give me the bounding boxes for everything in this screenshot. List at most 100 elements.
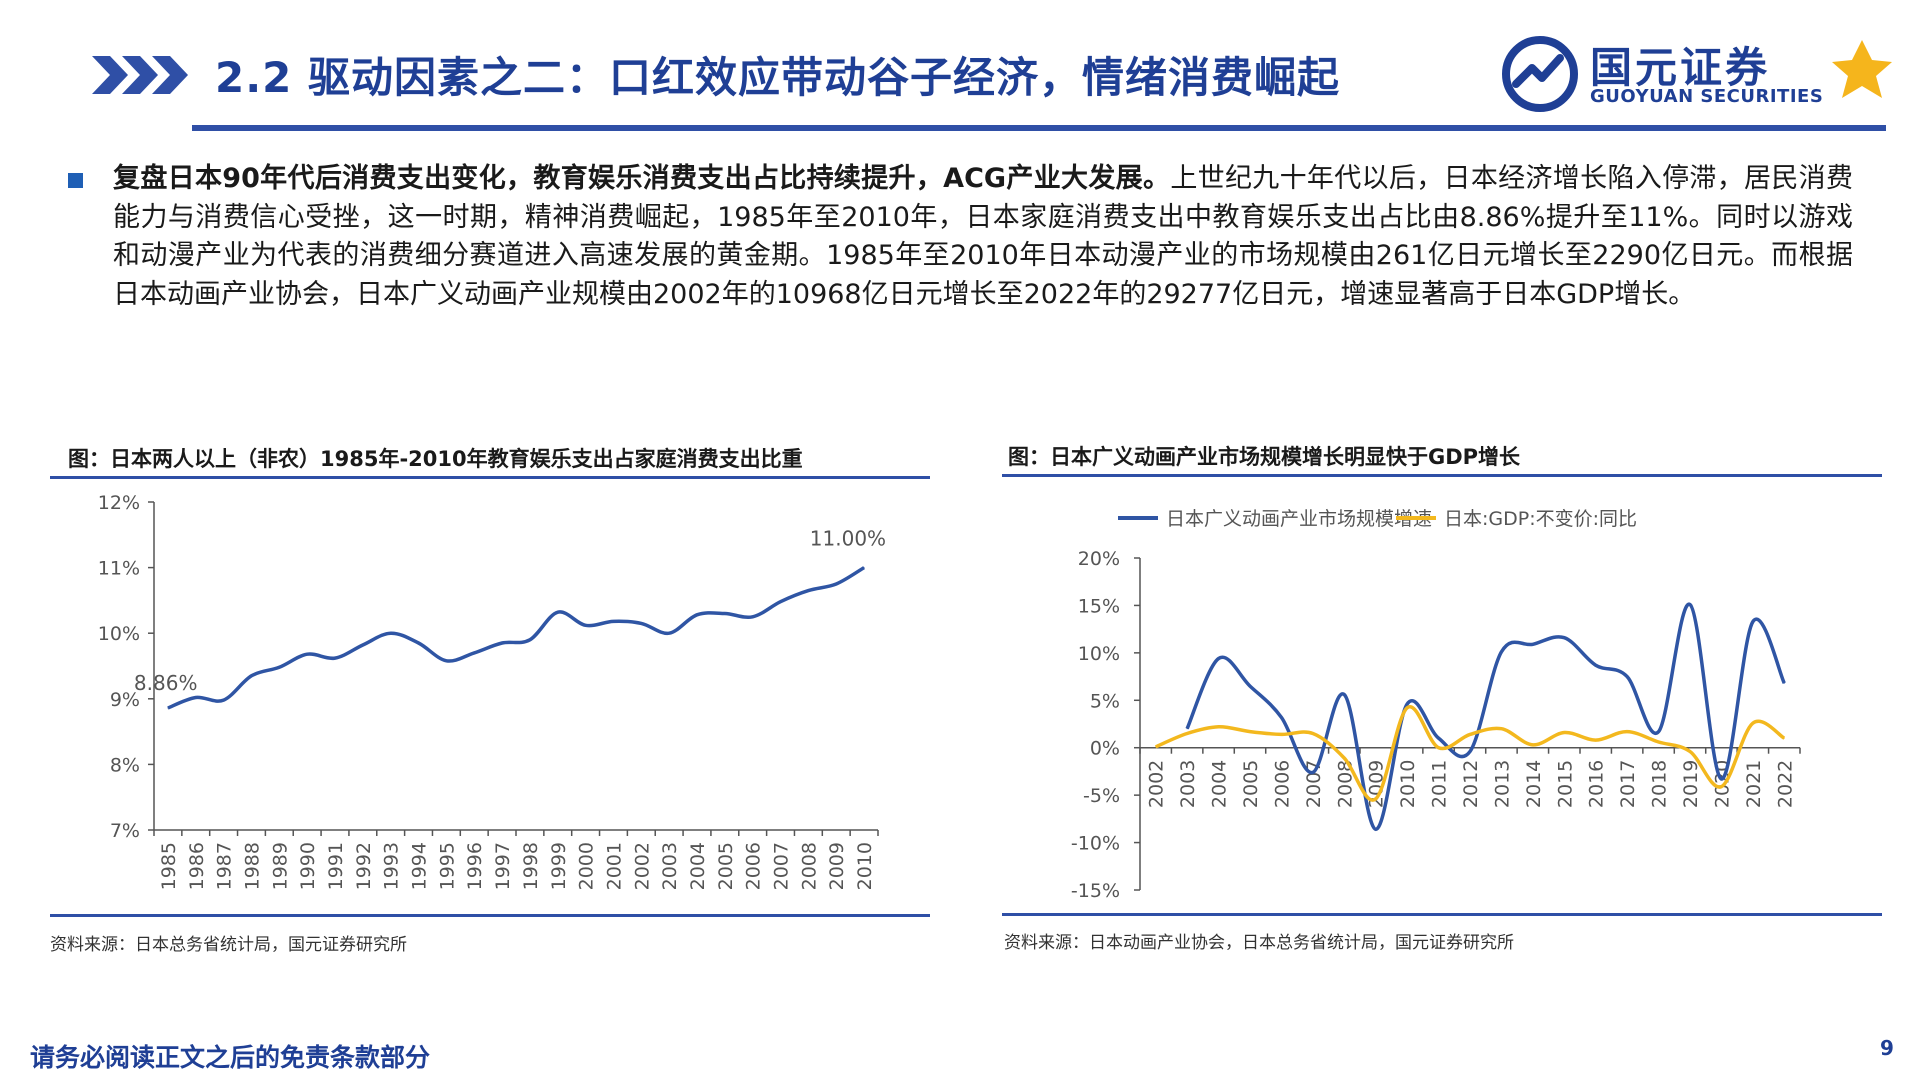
data-point-1996: [473, 652, 475, 654]
page-number: 9: [1880, 1036, 1894, 1060]
header-rule: [192, 125, 1886, 131]
data-point-0-2015: [1563, 637, 1565, 639]
data-point-1-2006: [1280, 733, 1282, 735]
y-tick-label: -15%: [1071, 880, 1120, 902]
data-point-1-2019: [1689, 751, 1691, 753]
x-tick-label: 2008: [798, 842, 820, 890]
data-point-2008: [807, 590, 809, 592]
x-tick-label: 2005: [715, 842, 737, 890]
x-tick-label: 2013: [1491, 760, 1513, 808]
data-point-0-2014: [1532, 643, 1534, 645]
data-point-1985: [167, 707, 169, 709]
data-point-1-2020: [1720, 786, 1722, 788]
x-tick-label: 1989: [269, 842, 291, 890]
right-chart-bottom-rule: [1002, 913, 1882, 916]
data-point-2000: [585, 624, 587, 626]
x-tick-label: 1997: [492, 842, 514, 890]
data-point-0-2010: [1406, 703, 1408, 705]
right-chart-title: 图：日本广义动画产业市场规模增长明显快于GDP增长: [1008, 445, 1521, 469]
summary-paragraph: 复盘日本90年代后消费支出变化，教育娱乐消费支出占比持续提升，ACG产业大发展。…: [113, 160, 1853, 314]
y-tick-label: 0%: [1090, 738, 1120, 760]
x-tick-label: 2012: [1460, 760, 1482, 808]
x-tick-label: 2007: [771, 842, 793, 890]
data-point-1-2012: [1469, 733, 1471, 735]
x-tick-label: 2008: [1334, 760, 1356, 808]
company-logo: 国元证券 GUOYUAN SECURITIES: [1502, 34, 1894, 114]
logo-star-icon: [1832, 40, 1892, 98]
legend-label-0: 日本广义动画产业市场规模增速: [1166, 508, 1432, 530]
bullet-square-icon: [68, 173, 83, 188]
y-tick-label: 10%: [1078, 643, 1120, 665]
x-tick-label: 2002: [1146, 760, 1168, 808]
x-tick-label: 1992: [353, 842, 375, 890]
x-tick-label: 1985: [158, 842, 180, 890]
x-tick-label: 1998: [520, 842, 542, 890]
series-line-0: [1185, 602, 1786, 832]
data-point-2010: [863, 567, 865, 569]
left-chart-title-rule: [50, 476, 930, 479]
data-label-start: 8.86%: [134, 671, 198, 695]
x-tick-label: 1990: [297, 842, 319, 890]
x-tick-label: 2011: [1429, 760, 1451, 808]
x-tick-label: 2005: [1240, 760, 1262, 808]
x-tick-label: 2022: [1774, 760, 1796, 808]
data-point-1-2013: [1500, 728, 1502, 730]
x-tick-label: 1991: [325, 842, 347, 890]
data-point-1-2005: [1249, 731, 1251, 733]
x-tick-label: 2018: [1649, 760, 1671, 808]
x-tick-label: 1987: [214, 842, 236, 890]
x-tick-label: 2010: [854, 842, 876, 890]
data-point-0-2019: [1689, 603, 1691, 605]
data-point-1987: [223, 699, 225, 701]
data-point-1998: [529, 639, 531, 641]
y-tick-label: -10%: [1071, 833, 1120, 855]
x-tick-label: 2009: [1366, 760, 1388, 808]
x-tick-label: 1988: [241, 842, 263, 890]
data-point-0-2017: [1626, 676, 1628, 678]
data-point-0-2009: [1375, 828, 1377, 830]
x-tick-label: 2016: [1586, 760, 1608, 808]
data-point-0-2005: [1249, 685, 1251, 687]
x-tick-label: 1994: [409, 842, 431, 890]
data-point-2004: [696, 614, 698, 616]
data-point-0-2013: [1500, 651, 1502, 653]
y-tick-label: 10%: [98, 623, 140, 645]
data-point-1-2015: [1563, 732, 1565, 734]
x-tick-label: 2014: [1523, 760, 1545, 808]
summary-headline: 复盘日本90年代后消费支出变化，教育娱乐消费支出占比持续提升，ACG产业大发展。: [113, 163, 1171, 194]
data-point-0-2004: [1218, 658, 1220, 660]
y-tick-label: -5%: [1083, 785, 1120, 807]
logo-name-en: GUOYUAN SECURITIES: [1590, 86, 1824, 107]
data-point-1994: [418, 642, 420, 644]
x-tick-label: 1999: [548, 842, 570, 890]
right-chart-source: 资料来源：日本动画产业协会，日本总务省统计局，国元证券研究所: [1004, 933, 1514, 953]
data-point-0-2012: [1469, 751, 1471, 753]
data-point-1-2021: [1752, 722, 1754, 724]
data-point-1999: [557, 611, 559, 613]
data-point-1993: [390, 632, 392, 634]
data-point-2007: [780, 601, 782, 603]
data-point-0-2021: [1752, 621, 1754, 623]
data-point-2001: [612, 620, 614, 622]
series-line: [167, 566, 865, 710]
x-tick-label: 2006: [743, 842, 765, 890]
x-tick-label: 2004: [687, 842, 709, 890]
x-tick-label: 2010: [1397, 760, 1419, 808]
data-point-1-2017: [1626, 731, 1628, 733]
data-point-1997: [501, 642, 503, 644]
x-tick-label: 2006: [1271, 760, 1293, 808]
x-tick-label: 2004: [1209, 760, 1231, 808]
left-chart-bottom-rule: [50, 914, 930, 917]
left-chart-source: 资料来源：日本总务省统计局，国元证券研究所: [50, 935, 407, 955]
x-tick-label: 2019: [1680, 760, 1702, 808]
logo-emblem-icon: [1502, 36, 1578, 112]
data-point-1-2004: [1218, 726, 1220, 728]
y-tick-label: 11%: [98, 558, 140, 580]
x-tick-label: 1995: [436, 842, 458, 890]
y-tick-label: 8%: [110, 754, 140, 776]
data-point-0-2020: [1720, 778, 1722, 780]
x-tick-label: 2000: [576, 842, 598, 890]
data-point-0-2003: [1186, 728, 1188, 730]
data-point-1988: [250, 675, 252, 677]
data-point-0-2008: [1343, 694, 1345, 696]
